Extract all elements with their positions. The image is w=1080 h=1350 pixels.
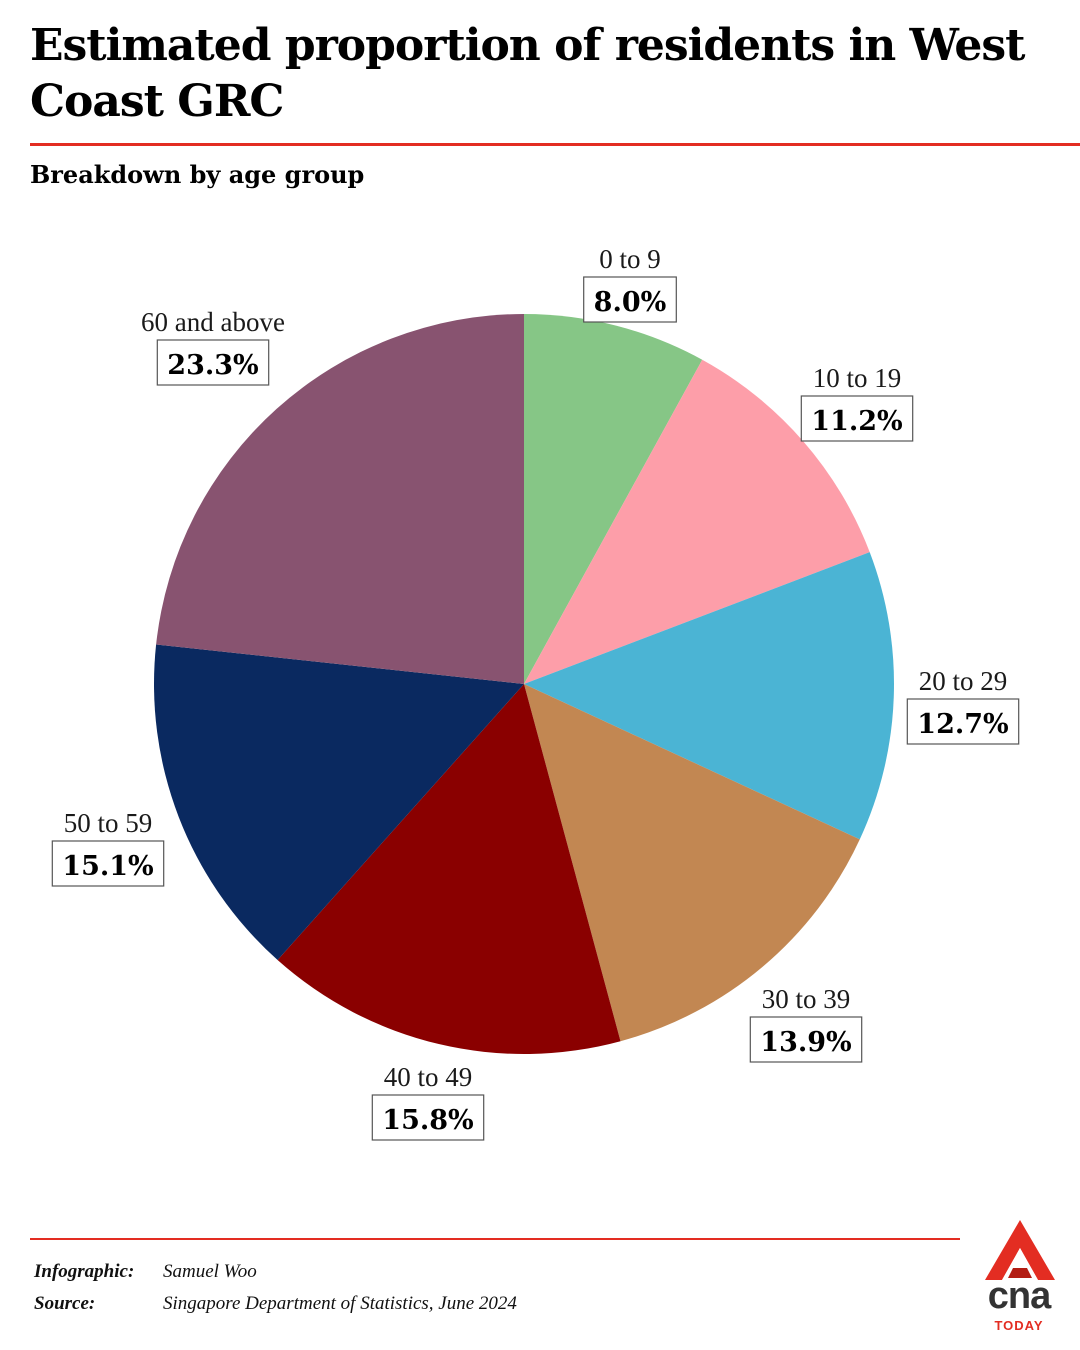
slice-value-box-2 bbox=[800, 395, 914, 442]
slice-label-5: 40 to 49 bbox=[384, 1062, 473, 1092]
slice-value-box-4 bbox=[749, 1016, 863, 1063]
pie-slice-7 bbox=[156, 314, 525, 684]
slice-value-box-7 bbox=[156, 339, 270, 386]
cna-logo-icon bbox=[985, 1220, 1055, 1280]
cna-wordmark: cna bbox=[987, 1275, 1051, 1317]
source-credit: Source: Singapore Department of Statistic… bbox=[34, 1293, 517, 1315]
slice-value-box-1 bbox=[583, 276, 677, 323]
slice-value-box-6 bbox=[51, 840, 165, 887]
slice-value-3: 12.7% bbox=[917, 709, 1008, 740]
slice-label-6: 50 to 59 bbox=[64, 808, 153, 838]
slice-label-3: 20 to 29 bbox=[919, 666, 1008, 696]
slice-value-4: 13.9% bbox=[760, 1027, 851, 1058]
infographic-label: Infographic: bbox=[34, 1261, 135, 1282]
slice-label-2: 10 to 19 bbox=[813, 363, 902, 393]
pie-chart: 0 to 9 8.0% 10 to 19 11.2% 20 to 29 12.7% 30 t… bbox=[51, 244, 1020, 1141]
slice-value-5: 15.8% bbox=[382, 1105, 473, 1136]
pie-slice-6 bbox=[154, 644, 524, 960]
slice-label-4: 30 to 39 bbox=[762, 984, 851, 1014]
title-divider bbox=[30, 143, 1080, 146]
slice-value-box-3 bbox=[906, 698, 1020, 745]
slice-value-2: 11.2% bbox=[811, 406, 902, 437]
infographic-credit: Infographic: Samuel Woo bbox=[34, 1261, 257, 1283]
pie-slice-3 bbox=[524, 552, 894, 840]
slice-value-box-5 bbox=[371, 1094, 485, 1141]
source-label: Source: bbox=[34, 1293, 96, 1314]
pie-slice-5 bbox=[277, 684, 621, 1054]
slice-value-7: 23.3% bbox=[167, 350, 258, 381]
infographic-author: Samuel Woo bbox=[163, 1261, 257, 1282]
pie-slice-2 bbox=[524, 359, 870, 684]
slice-value-1: 8.0% bbox=[594, 287, 667, 318]
slice-label-7: 60 and above bbox=[141, 307, 285, 337]
source-text: Singapore Department of Statistics, June… bbox=[163, 1293, 517, 1314]
cna-today-label: TODAY bbox=[994, 1318, 1044, 1333]
pie-slice-1 bbox=[524, 314, 703, 684]
slice-label-1: 0 to 9 bbox=[599, 244, 661, 274]
slice-value-6: 15.1% bbox=[62, 851, 153, 882]
chart-subtitle: Breakdown by age group bbox=[30, 160, 365, 189]
footer-divider bbox=[30, 1238, 960, 1240]
chart-title: Estimated proportion of residents in Wes… bbox=[30, 20, 1025, 127]
pie-slice-4 bbox=[524, 684, 860, 1042]
